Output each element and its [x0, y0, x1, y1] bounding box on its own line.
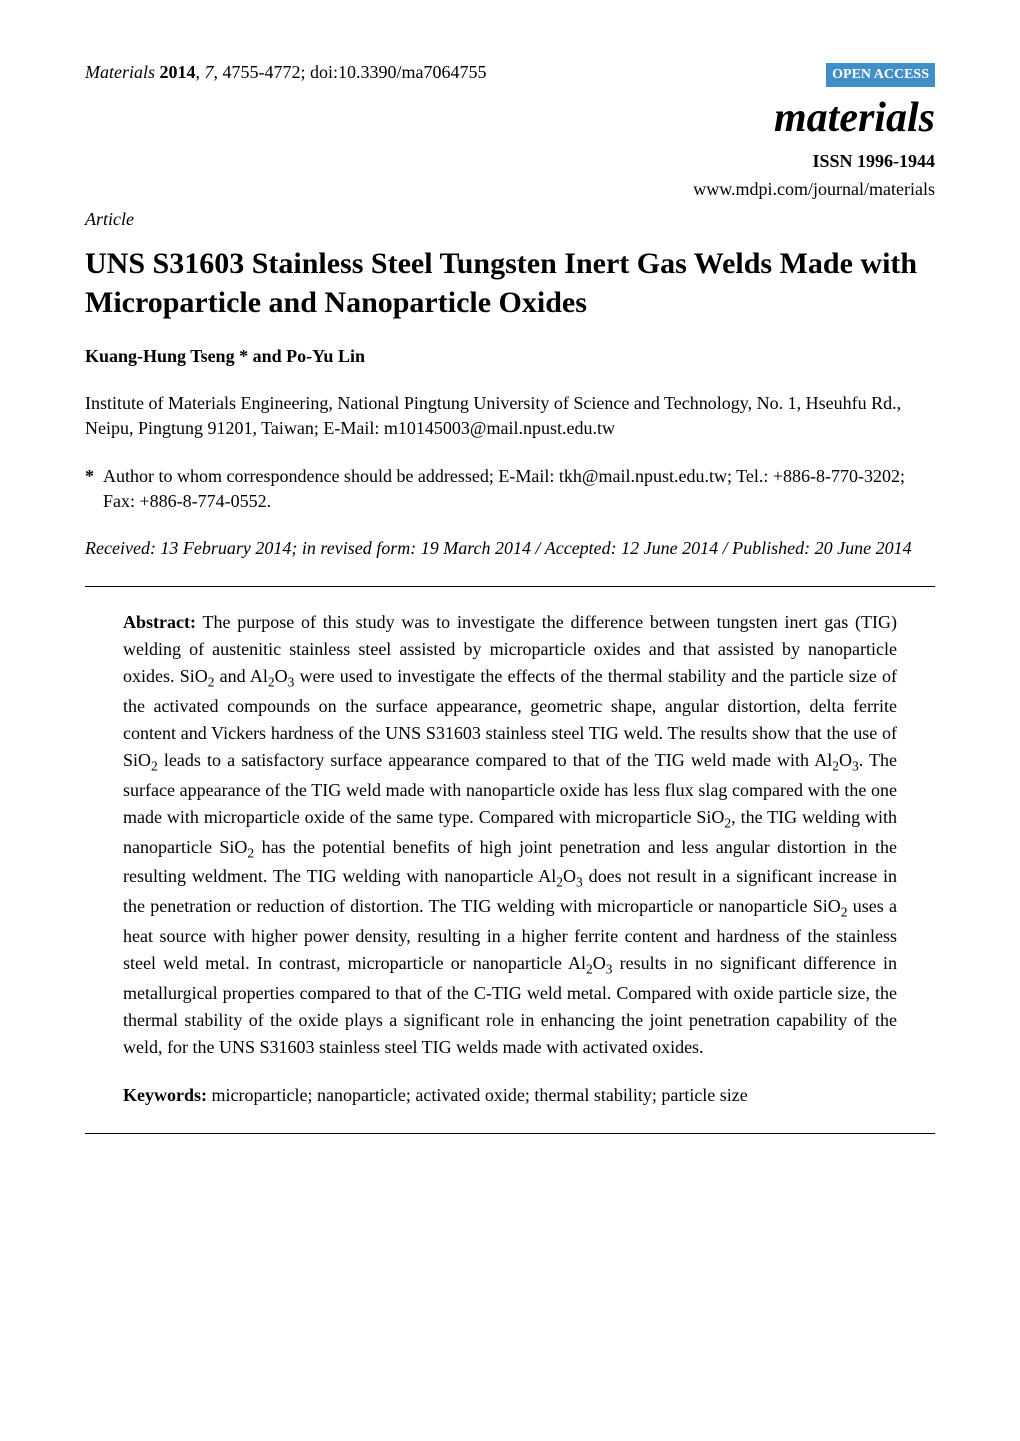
subscript: 2 [841, 905, 848, 920]
subscript: 2 [586, 962, 593, 977]
publication-dates: Received: 13 February 2014; in revised f… [85, 536, 935, 561]
abstract-text-13: O [593, 953, 606, 973]
journal-name: materials [693, 89, 935, 148]
abstract-text-10: O [563, 866, 576, 886]
citation: Materials 2014, 7, 4755-4772; doi:10.339… [85, 60, 487, 85]
article-title: UNS S31603 Stainless Steel Tungsten Iner… [85, 244, 935, 322]
subscript: 3 [852, 759, 859, 774]
abstract-text-6: O [839, 750, 852, 770]
citation-volume: 7 [205, 62, 214, 82]
abstract-text-3: O [275, 666, 288, 686]
header-row: Materials 2014, 7, 4755-4772; doi:10.339… [85, 60, 935, 202]
issn: ISSN 1996-1944 [693, 149, 935, 174]
separator-bottom [85, 1133, 935, 1134]
citation-doi: doi:10.3390/ma7064755 [310, 62, 487, 82]
keywords-label: Keywords: [123, 1085, 207, 1105]
affiliation: Institute of Materials Engineering, Nati… [85, 391, 935, 441]
abstract-label: Abstract: [123, 612, 196, 632]
journal-url: www.mdpi.com/journal/materials [693, 177, 935, 202]
article-type: Article [85, 207, 935, 232]
keywords-text: microparticle; nanoparticle; activated o… [207, 1085, 748, 1105]
subscript: 2 [556, 875, 563, 890]
citation-year: 2014 [160, 62, 196, 82]
corresponding-star: * [85, 466, 94, 486]
correspondence: * Author to whom correspondence should b… [85, 464, 935, 514]
subscript: 2 [151, 759, 158, 774]
subscript: 2 [832, 759, 839, 774]
abstract: Abstract: The purpose of this study was … [85, 587, 935, 1061]
subscript: 3 [576, 875, 583, 890]
citation-pages: 4755-4772 [223, 62, 301, 82]
authors: Kuang-Hung Tseng * and Po-Yu Lin [85, 344, 935, 369]
abstract-text-2: and Al [214, 666, 267, 686]
subscript: 2 [268, 675, 275, 690]
journal-block: OPEN ACCESS materials ISSN 1996-1944 www… [693, 60, 935, 202]
correspondence-text: Author to whom correspondence should be … [103, 466, 905, 511]
abstract-text-5: leads to a satisfactory surface appearan… [158, 750, 832, 770]
keywords: Keywords: microparticle; nanoparticle; a… [85, 1061, 935, 1133]
subscript: 3 [606, 962, 613, 977]
open-access-badge: OPEN ACCESS [826, 63, 935, 87]
citation-journal: Materials [85, 62, 155, 82]
